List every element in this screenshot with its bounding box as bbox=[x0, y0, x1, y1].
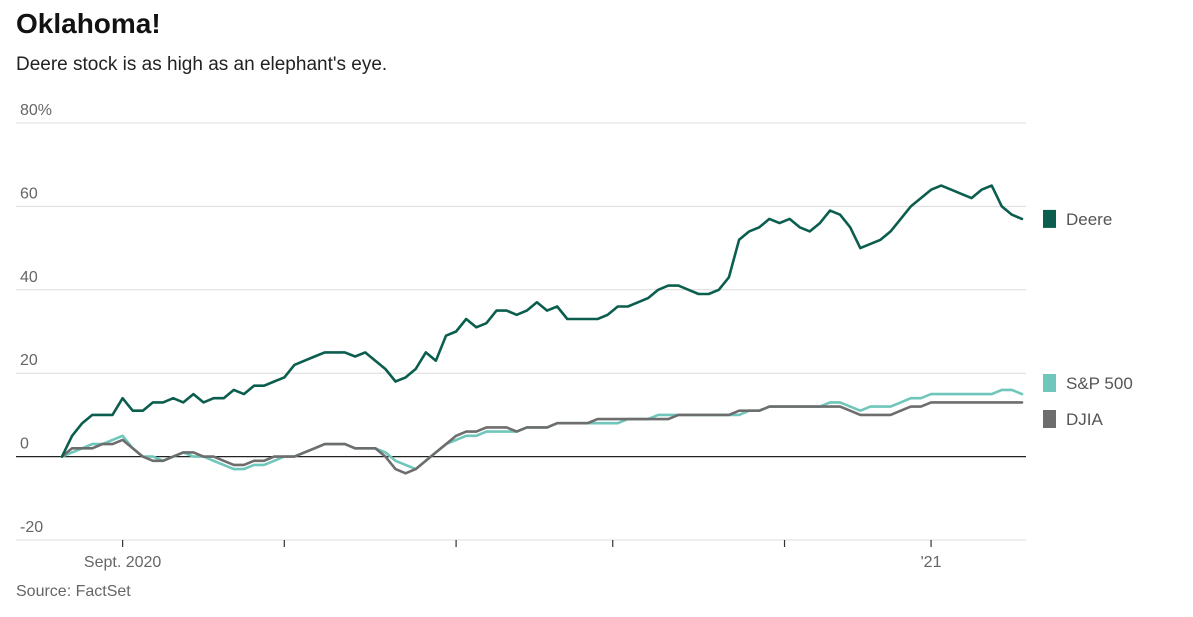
legend-swatch bbox=[1043, 374, 1056, 392]
legend-swatch bbox=[1043, 410, 1056, 428]
chart-subtitle: Deere stock is as high as an elephant's … bbox=[16, 54, 388, 75]
y-tick-label: -20 bbox=[20, 519, 43, 536]
y-tick-label: 80% bbox=[20, 102, 52, 119]
legend-label: Deere bbox=[1066, 210, 1112, 229]
y-tick-label: 0 bbox=[20, 436, 29, 453]
series-lines bbox=[60, 184, 1024, 475]
legend-label: DJIA bbox=[1066, 410, 1104, 429]
legend-swatch bbox=[1043, 209, 1056, 228]
series-line-djia bbox=[60, 401, 1024, 475]
grid-lines bbox=[16, 122, 1026, 541]
x-tick-label: '21 bbox=[921, 554, 942, 571]
series-line-deere bbox=[60, 184, 1024, 458]
legend-label: S&P 500 bbox=[1066, 374, 1133, 393]
y-tick-label: 40 bbox=[20, 269, 38, 286]
source-note: Source: FactSet bbox=[16, 583, 131, 600]
y-axis-labels: 80% 60 40 20 0 -20 bbox=[20, 102, 52, 536]
x-axis: Sept. 2020 '21 bbox=[84, 540, 942, 571]
x-tick-label: Sept. 2020 bbox=[84, 554, 162, 571]
legend: Deere S&P 500 DJIA bbox=[1043, 209, 1133, 429]
chart-title: Oklahoma! bbox=[16, 8, 161, 39]
y-tick-label: 60 bbox=[20, 185, 38, 202]
y-tick-label: 20 bbox=[20, 352, 38, 369]
